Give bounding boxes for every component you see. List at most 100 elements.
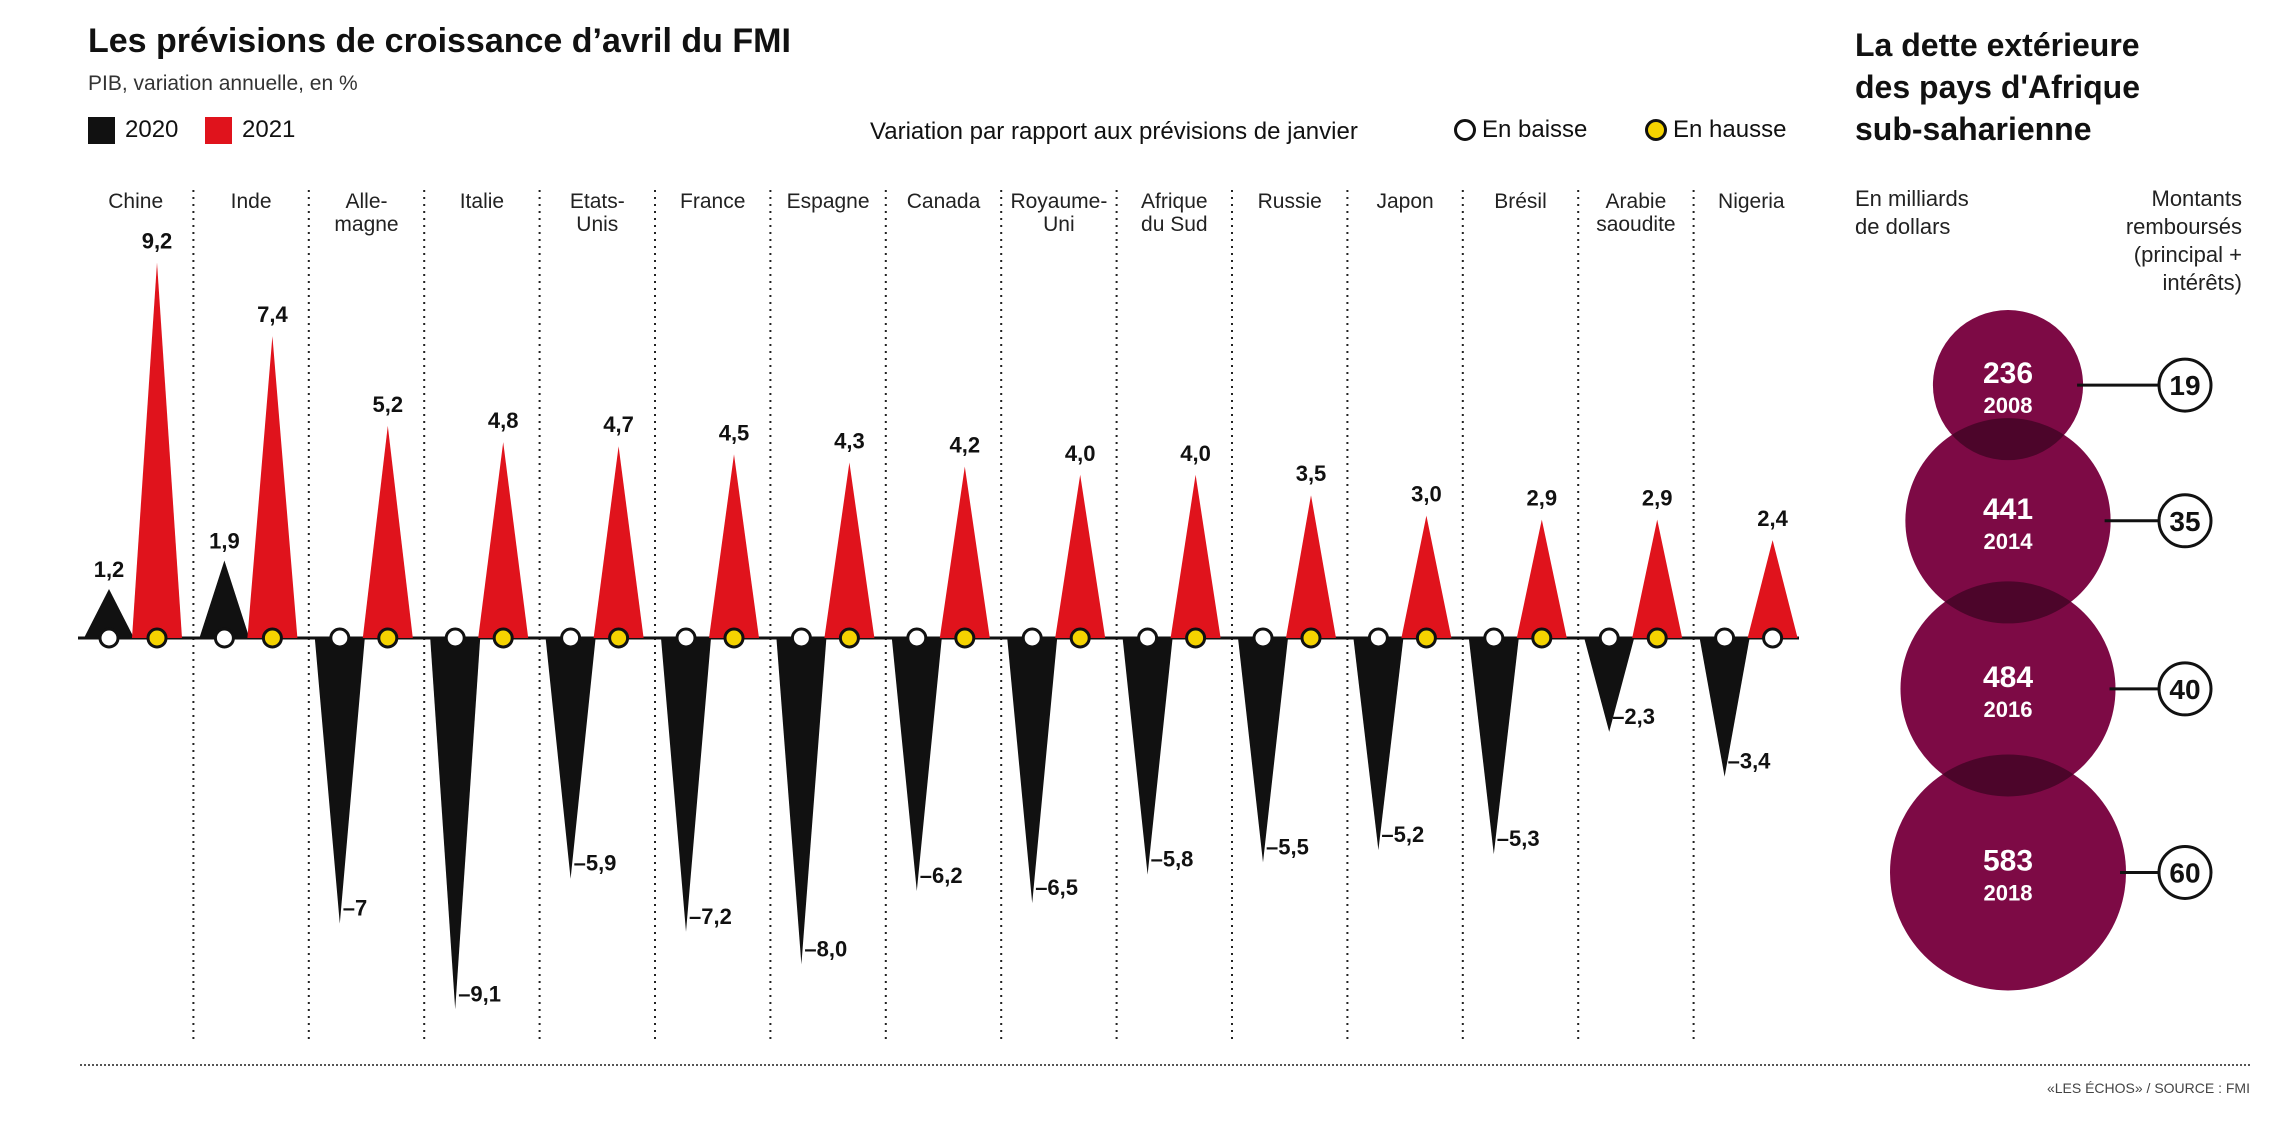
bar-2021 xyxy=(362,425,413,638)
value-label-2020: –5,8 xyxy=(1151,847,1194,872)
bar-2021 xyxy=(1401,515,1452,638)
value-label-2021: 4,7 xyxy=(603,412,634,437)
growth-chart: Chine 1,2 9,2 Inde 1,9 7,4 Alle-magne –7 5,2 Ital… xyxy=(78,190,1799,1042)
value-label-2020: –5,3 xyxy=(1497,826,1540,851)
variation-dot-2021 xyxy=(1185,627,1207,649)
value-label-2021: 2,4 xyxy=(1757,506,1788,531)
value-label-2020: –7 xyxy=(343,896,367,921)
category-label: Brésil xyxy=(1494,190,1547,213)
variation-dot-2021 xyxy=(1415,627,1437,649)
paid-circle xyxy=(2157,844,2213,900)
variation-dot-2021 xyxy=(954,627,976,649)
paid-circle xyxy=(2157,661,2213,717)
variation-dot-2020 xyxy=(1137,627,1159,649)
value-label-2020: 1,9 xyxy=(209,528,240,553)
variation-dot-2020 xyxy=(1714,627,1736,649)
variation-dot-2020 xyxy=(1021,627,1043,649)
variation-dot-2020 xyxy=(790,627,812,649)
bar-2021 xyxy=(247,336,298,638)
legend-2021-swatch xyxy=(205,116,232,144)
value-label-2021: 2,9 xyxy=(1527,486,1558,511)
value-label-2021: 9,2 xyxy=(142,229,173,254)
bar-2020 xyxy=(1122,638,1173,875)
category-label: Nigeria xyxy=(1718,190,1785,213)
bar-2021 xyxy=(709,454,759,638)
variation-dot-2020 xyxy=(213,627,235,649)
debt-value: 583 xyxy=(1983,844,2033,877)
value-label-2020: –6,5 xyxy=(1035,875,1078,900)
paid-value: 35 xyxy=(2169,506,2200,537)
variation-dot-2020 xyxy=(329,627,351,649)
source-credit: «LES ÉCHOS» / SOURCE : FMI xyxy=(2046,1080,2250,1096)
variation-dot-2020 xyxy=(1367,627,1389,649)
bar-2021 xyxy=(1632,519,1683,638)
up-dot-icon xyxy=(1645,119,1667,141)
legend-down: En baisse xyxy=(1454,116,1587,144)
variation-dot-2021 xyxy=(1531,627,1553,649)
category-label: France xyxy=(680,190,745,213)
legend-up: En hausse xyxy=(1645,116,1786,144)
debt-bubble xyxy=(1900,581,2116,797)
category-label: Japon xyxy=(1376,190,1433,213)
bar-2020 xyxy=(1584,638,1635,732)
bar-2021 xyxy=(939,466,990,638)
legend-2020-swatch xyxy=(88,116,115,144)
chart-title: Les prévisions de croissance d’avril du … xyxy=(88,22,791,60)
bar-2021 xyxy=(1286,495,1336,638)
paid-circle xyxy=(2157,493,2213,549)
variation-dot-2021 xyxy=(1300,627,1322,649)
category-label: Italie xyxy=(460,190,504,213)
bar-2020 xyxy=(1353,638,1404,851)
value-label-2020: –5,5 xyxy=(1266,834,1309,859)
debt-value: 236 xyxy=(1983,357,2033,390)
debt-year: 2016 xyxy=(1984,697,2033,722)
value-label-2021: 5,2 xyxy=(373,392,404,417)
bar-2021 xyxy=(824,462,875,638)
category-label: Arabie saoudite xyxy=(1596,190,1675,236)
variation-dot-2020 xyxy=(906,627,928,649)
bar-2020 xyxy=(84,589,134,638)
variation-dot-2021 xyxy=(1069,627,1091,649)
variation-dot-2021 xyxy=(1762,627,1784,649)
variation-dot-2021 xyxy=(723,627,745,649)
value-label-2021: 3,0 xyxy=(1411,482,1442,507)
bar-2020 xyxy=(430,638,481,1010)
value-label-2020: –2,3 xyxy=(1612,704,1655,729)
category-label: Inde xyxy=(231,190,272,213)
bar-2021 xyxy=(1516,519,1567,638)
legend-2020-label: 2020 xyxy=(125,116,179,143)
value-label-2020: –3,4 xyxy=(1728,749,1772,774)
variation-dot-2020 xyxy=(1598,627,1620,649)
debt-year: 2018 xyxy=(1984,880,2033,905)
bar-2021 xyxy=(132,262,182,638)
category-label: Chine xyxy=(108,190,163,213)
bar-2021 xyxy=(593,446,644,638)
variation-dot-2020 xyxy=(98,627,120,649)
paid-value: 60 xyxy=(2169,857,2200,888)
value-label-2021: 7,4 xyxy=(257,302,288,327)
debt-year: 2014 xyxy=(1984,529,2034,554)
variation-dot-2020 xyxy=(1252,627,1274,649)
value-label-2021: 4,2 xyxy=(950,433,981,458)
variation-dot-2020 xyxy=(675,627,697,649)
bar-2020 xyxy=(1699,638,1750,777)
bar-2020 xyxy=(661,638,711,932)
bar-2020 xyxy=(1238,638,1288,863)
variation-dot-2021 xyxy=(261,627,283,649)
value-label-2021: 4,3 xyxy=(834,429,865,454)
value-label-2021: 3,5 xyxy=(1296,461,1327,486)
footer-divider xyxy=(80,1064,2250,1066)
value-label-2021: 4,8 xyxy=(488,408,519,433)
side-paid-label: Montants remboursés (principal + intérêts) xyxy=(2125,186,2242,295)
bar-2020 xyxy=(1468,638,1519,855)
value-label-2020: –5,2 xyxy=(1381,822,1424,847)
legend-2021: 2021 xyxy=(205,116,295,144)
debt-year: 2008 xyxy=(1984,393,2033,418)
variation-dot-2021 xyxy=(146,627,168,649)
variation-dot-2021 xyxy=(377,627,399,649)
variation-legend-label: Variation par rapport aux prévisions de … xyxy=(870,118,1358,145)
legend-up-label: En hausse xyxy=(1673,116,1787,143)
value-label-2021: 2,9 xyxy=(1642,486,1673,511)
debt-bubble-chart: 19 236 2008 35 441 2014 40 484 2016 60 583 2018 xyxy=(1890,310,2213,991)
bar-2021 xyxy=(1055,474,1106,638)
